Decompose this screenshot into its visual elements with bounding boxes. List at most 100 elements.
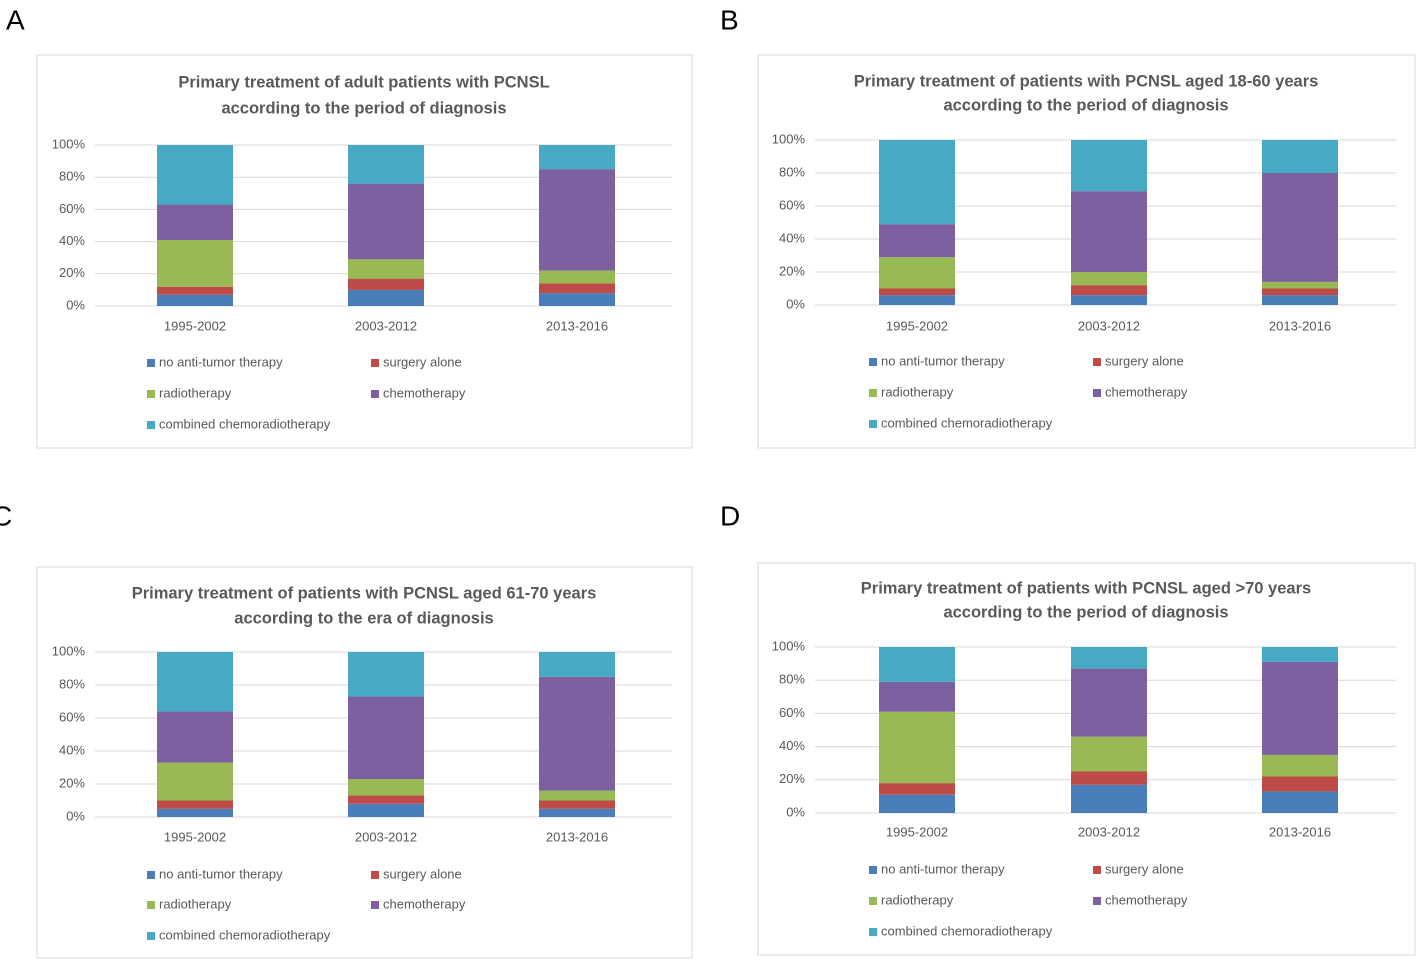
bar-segment	[539, 790, 615, 801]
y-tick-label: 40%	[59, 233, 85, 248]
bar-segment	[348, 145, 424, 184]
x-tick-label: 2003-2012	[1078, 318, 1140, 333]
x-tick-label: 2013-2016	[1269, 824, 1331, 839]
y-tick-label: 80%	[59, 169, 85, 184]
legend-label: surgery alone	[383, 866, 462, 881]
legend-label: chemotherapy	[1105, 384, 1188, 399]
legend-label: no anti-tumor therapy	[159, 354, 283, 369]
bar-segment	[539, 283, 615, 294]
bar-segment	[157, 239, 233, 287]
y-tick-label: 60%	[59, 709, 85, 724]
chart-title: Primary treatment of patients with PCNSL…	[854, 72, 1319, 90]
x-tick-label: 2013-2016	[546, 829, 608, 844]
y-tick-label: 40%	[779, 738, 805, 753]
legend-swatch	[869, 928, 877, 936]
legend-swatch	[869, 389, 877, 397]
bar-segment	[157, 286, 233, 295]
bar-segment	[348, 795, 424, 804]
legend-label: no anti-tumor therapy	[881, 353, 1005, 368]
x-tick-label: 2003-2012	[1078, 824, 1140, 839]
x-tick-label: 1995-2002	[164, 829, 226, 844]
bar-segment	[348, 278, 424, 290]
chart-title: Primary treatment of patients with PCNSL…	[132, 584, 597, 602]
bar-segment	[1262, 776, 1338, 792]
bar-segment	[539, 808, 615, 817]
y-tick-label: 20%	[779, 771, 805, 786]
legend-label: chemotherapy	[383, 385, 466, 400]
bar-segment	[1071, 285, 1147, 296]
y-tick-label: 100%	[52, 643, 86, 658]
bar-segment	[1071, 191, 1147, 272]
bar-segment	[157, 145, 233, 205]
bar-segment	[879, 257, 955, 289]
legend-label: surgery alone	[1105, 353, 1184, 368]
y-tick-label: 80%	[779, 672, 805, 687]
y-tick-label: 0%	[786, 804, 805, 819]
y-tick-label: 100%	[772, 131, 806, 146]
legend-label: chemotherapy	[383, 896, 466, 911]
bar-segment	[879, 711, 955, 784]
bar-segment	[1071, 295, 1147, 305]
bar-segment	[157, 808, 233, 817]
bar-segment	[348, 696, 424, 780]
bar-segment	[1262, 791, 1338, 813]
legend-label: combined chemoradiotherapy	[159, 927, 331, 942]
bar-segment	[1262, 173, 1338, 282]
bar-segment	[1262, 281, 1338, 289]
legend-swatch	[371, 359, 379, 367]
chart-title: according to the era of diagnosis	[234, 609, 493, 627]
bar-segment	[879, 295, 955, 305]
legend-swatch	[869, 358, 877, 366]
legend-label: radiotherapy	[881, 892, 954, 907]
x-tick-label: 2013-2016	[1269, 318, 1331, 333]
bar-segment	[879, 224, 955, 258]
legend-swatch	[1093, 389, 1101, 397]
legend-label: combined chemoradiotherapy	[881, 923, 1053, 938]
bar-segment	[539, 676, 615, 791]
bar-segment	[539, 270, 615, 284]
bar-segment	[1262, 647, 1338, 662]
panel-label: D	[720, 500, 740, 531]
bar-segment	[879, 794, 955, 813]
legend-swatch	[1093, 897, 1101, 905]
y-tick-label: 40%	[779, 230, 805, 245]
chart-title: Primary treatment of adult patients with…	[178, 73, 549, 91]
bar-segment	[348, 259, 424, 279]
y-tick-label: 20%	[59, 265, 85, 280]
y-tick-label: 0%	[786, 296, 805, 311]
bar-segment	[879, 288, 955, 296]
panel-label: B	[720, 4, 739, 35]
bar-segment	[1071, 784, 1147, 813]
bar-segment	[879, 783, 955, 795]
legend-swatch	[147, 932, 155, 940]
legend-label: no anti-tumor therapy	[881, 861, 1005, 876]
legend-swatch	[147, 901, 155, 909]
bar-segment	[157, 762, 233, 801]
legend-label: combined chemoradiotherapy	[159, 416, 331, 431]
y-tick-label: 100%	[52, 136, 86, 151]
bar-segment	[1071, 272, 1147, 286]
y-tick-label: 60%	[779, 705, 805, 720]
legend-label: surgery alone	[383, 354, 462, 369]
chart-title: according to the period of diagnosis	[221, 99, 506, 117]
bar-segment	[879, 681, 955, 712]
x-tick-label: 2003-2012	[355, 829, 417, 844]
legend-label: chemotherapy	[1105, 892, 1188, 907]
legend-swatch	[1093, 358, 1101, 366]
bar-segment	[539, 293, 615, 306]
y-tick-label: 0%	[66, 808, 85, 823]
bar-segment	[348, 183, 424, 260]
bar-segment	[1262, 661, 1338, 755]
bar-segment	[157, 294, 233, 306]
bar-segment	[539, 652, 615, 677]
bar-segment	[1262, 295, 1338, 305]
bar-segment	[157, 204, 233, 240]
legend-swatch	[147, 421, 155, 429]
x-tick-label: 1995-2002	[886, 318, 948, 333]
x-tick-label: 1995-2002	[164, 318, 226, 333]
legend-swatch	[371, 901, 379, 909]
bar-segment	[348, 803, 424, 817]
y-tick-label: 20%	[59, 775, 85, 790]
legend-swatch	[147, 359, 155, 367]
bar-segment	[1071, 736, 1147, 772]
